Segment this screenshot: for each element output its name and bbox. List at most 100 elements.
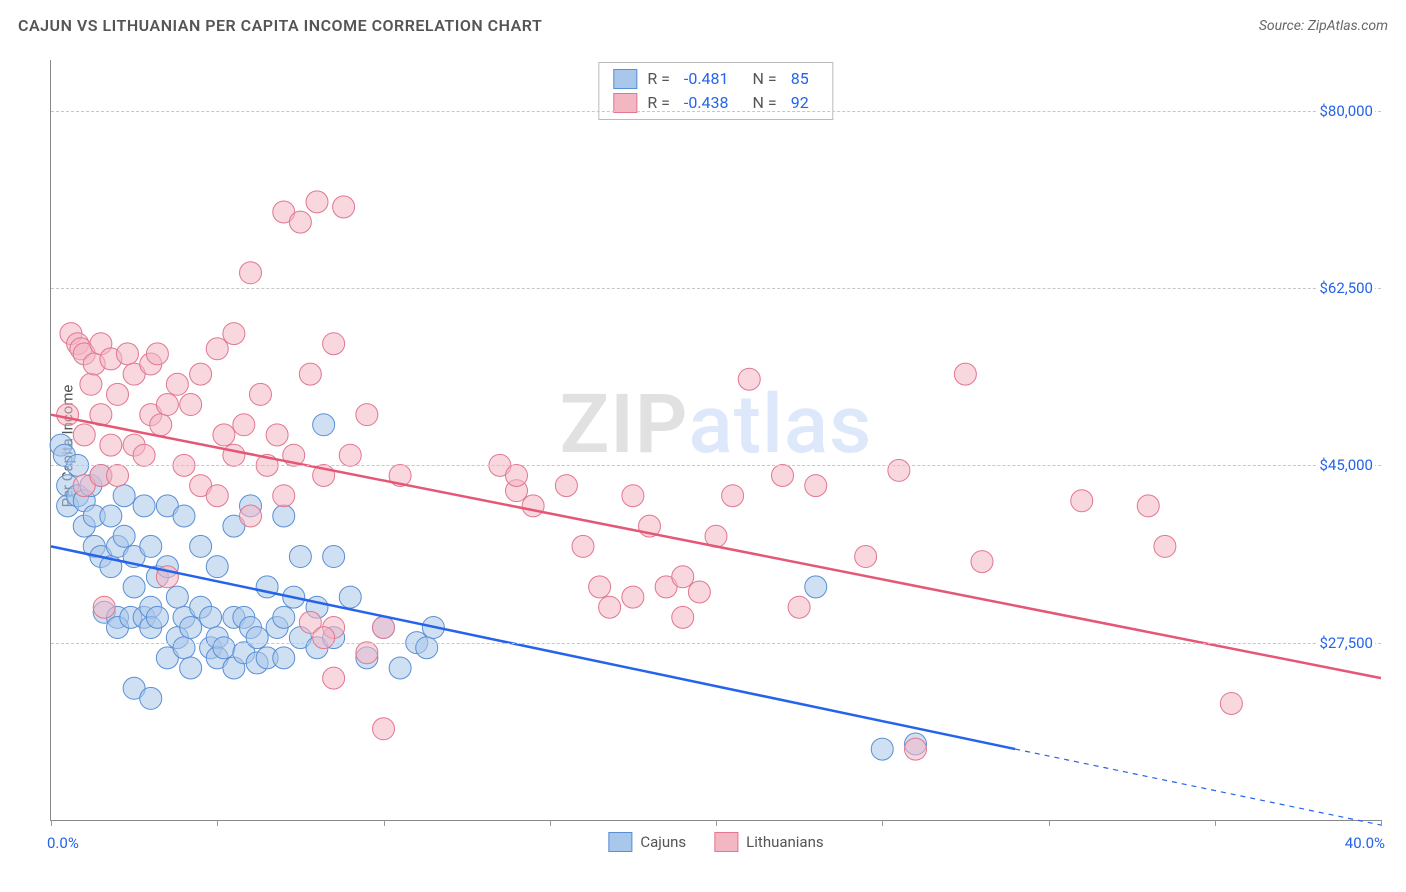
data-point bbox=[323, 667, 345, 689]
data-point bbox=[722, 485, 744, 507]
data-point bbox=[146, 343, 168, 365]
data-point bbox=[233, 414, 255, 436]
data-point bbox=[738, 368, 760, 390]
data-point bbox=[622, 485, 644, 507]
data-point bbox=[672, 566, 694, 588]
data-point bbox=[589, 576, 611, 598]
data-point bbox=[522, 495, 544, 517]
data-point bbox=[140, 687, 162, 709]
series-name: Cajuns bbox=[640, 833, 686, 851]
x-max-label: 40.0% bbox=[1345, 834, 1385, 852]
data-point bbox=[133, 444, 155, 466]
x-tick bbox=[716, 820, 717, 826]
plot-svg bbox=[51, 60, 1381, 820]
x-tick bbox=[882, 820, 883, 826]
data-point bbox=[173, 505, 195, 527]
data-point bbox=[190, 363, 212, 385]
y-tick-label: $80,000 bbox=[1317, 102, 1375, 120]
data-point bbox=[333, 196, 355, 218]
data-point bbox=[356, 404, 378, 426]
data-point bbox=[289, 546, 311, 568]
x-tick bbox=[51, 820, 52, 826]
data-point bbox=[100, 505, 122, 527]
data-point bbox=[1220, 692, 1242, 714]
stat-n-label: N = bbox=[753, 67, 777, 91]
data-point bbox=[805, 475, 827, 497]
data-point bbox=[166, 586, 188, 608]
gridline bbox=[51, 111, 1381, 112]
trend-line-extrapolated bbox=[1015, 749, 1381, 825]
stat-r-label: R = bbox=[647, 67, 670, 91]
data-point bbox=[140, 535, 162, 557]
stat-n-value: 85 bbox=[791, 67, 809, 91]
legend-swatch bbox=[613, 69, 637, 89]
plot-area: ZIPatlas R =-0.481N =85R =-0.438N =92 Ca… bbox=[50, 60, 1381, 821]
data-point bbox=[313, 627, 335, 649]
data-point bbox=[113, 485, 135, 507]
data-point bbox=[107, 383, 129, 405]
data-point bbox=[180, 616, 202, 638]
data-point bbox=[180, 657, 202, 679]
series-legend-item: Cajuns bbox=[608, 832, 686, 852]
stats-legend-row: R = -0.481 N = 85 bbox=[613, 67, 812, 91]
data-point bbox=[93, 596, 115, 618]
data-point bbox=[555, 475, 577, 497]
chart-title: CAJUN VS LITHUANIAN PER CAPITA INCOME CO… bbox=[18, 16, 542, 35]
data-point bbox=[622, 586, 644, 608]
data-point bbox=[1071, 490, 1093, 512]
data-point bbox=[688, 581, 710, 603]
data-point bbox=[971, 551, 993, 573]
data-point bbox=[190, 535, 212, 557]
data-point bbox=[373, 718, 395, 740]
data-point bbox=[206, 485, 228, 507]
series-legend-item: Lithuanians bbox=[714, 832, 823, 852]
y-tick-label: $62,500 bbox=[1317, 279, 1375, 297]
data-point bbox=[373, 616, 395, 638]
data-point bbox=[223, 323, 245, 345]
stat-r-value: -0.481 bbox=[684, 67, 729, 91]
data-point bbox=[246, 627, 268, 649]
legend-swatch bbox=[608, 832, 632, 852]
data-point bbox=[1154, 535, 1176, 557]
data-point bbox=[323, 546, 345, 568]
title-row: CAJUN VS LITHUANIAN PER CAPITA INCOME CO… bbox=[18, 16, 1388, 35]
data-point bbox=[299, 363, 321, 385]
series-legend: Cajuns Lithuanians bbox=[608, 832, 823, 852]
x-tick bbox=[550, 820, 551, 826]
x-min-label: 0.0% bbox=[47, 834, 79, 852]
data-point bbox=[116, 343, 138, 365]
data-point bbox=[339, 444, 361, 466]
data-point bbox=[306, 191, 328, 213]
gridline bbox=[51, 643, 1381, 644]
data-point bbox=[273, 485, 295, 507]
data-point bbox=[954, 363, 976, 385]
data-point bbox=[150, 414, 172, 436]
data-point bbox=[80, 373, 102, 395]
data-point bbox=[240, 505, 262, 527]
data-point bbox=[599, 596, 621, 618]
data-point bbox=[871, 738, 893, 760]
data-point bbox=[146, 606, 168, 628]
data-point bbox=[156, 394, 178, 416]
data-point bbox=[339, 586, 361, 608]
y-tick-label: $45,000 bbox=[1317, 456, 1375, 474]
data-point bbox=[123, 576, 145, 598]
data-point bbox=[356, 642, 378, 664]
data-point bbox=[249, 383, 271, 405]
data-point bbox=[213, 637, 235, 659]
data-point bbox=[57, 404, 79, 426]
data-point bbox=[273, 647, 295, 669]
x-tick bbox=[217, 820, 218, 826]
x-tick bbox=[1215, 820, 1216, 826]
data-point bbox=[416, 637, 438, 659]
data-point bbox=[180, 394, 202, 416]
gridline bbox=[51, 465, 1381, 466]
x-tick bbox=[1381, 820, 1382, 826]
data-point bbox=[200, 606, 222, 628]
data-point bbox=[273, 606, 295, 628]
data-point bbox=[266, 424, 288, 446]
data-point bbox=[206, 338, 228, 360]
data-point bbox=[772, 464, 794, 486]
gridline bbox=[51, 288, 1381, 289]
data-point bbox=[240, 262, 262, 284]
